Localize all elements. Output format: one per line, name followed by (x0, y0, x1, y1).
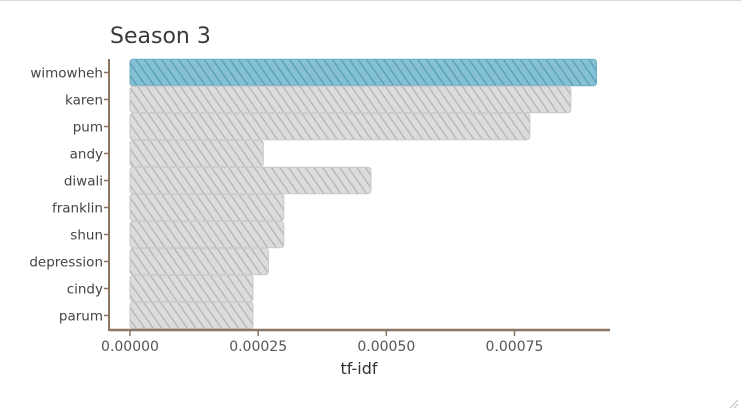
category-label-depression: depression (29, 255, 103, 271)
category-label-pum: pum (73, 120, 103, 136)
resize-grip-icon[interactable] (727, 397, 739, 409)
category-label-cindy: cindy (67, 282, 103, 298)
category-label-karen: karen (65, 93, 103, 109)
bar-franklin (130, 194, 284, 220)
category-label-franklin: franklin (52, 201, 103, 217)
bar-shun (130, 221, 284, 247)
x-tick-label: 0.00000 (101, 339, 159, 355)
x-tick-label: 0.00050 (357, 339, 415, 355)
category-label-andy: andy (70, 147, 103, 163)
bar-wimowheh (130, 59, 596, 85)
bar-diwali (130, 167, 371, 193)
bar-karen (130, 86, 571, 112)
chart-title: Season 3 (110, 24, 211, 49)
bar-andy (130, 140, 263, 166)
category-label-shun: shun (70, 228, 103, 244)
x-tick-label: 0.00025 (229, 339, 287, 355)
category-label-parum: parum (59, 309, 103, 325)
category-label-wimowheh: wimowheh (30, 66, 103, 82)
bar-cindy (130, 275, 253, 301)
bar-pum (130, 113, 530, 139)
category-label-diwali: diwali (64, 174, 103, 190)
bar-depression (130, 248, 268, 274)
x-tick-label: 0.00075 (486, 339, 544, 355)
x-axis-title: tf-idf (340, 359, 377, 378)
bar-parum (130, 302, 253, 328)
